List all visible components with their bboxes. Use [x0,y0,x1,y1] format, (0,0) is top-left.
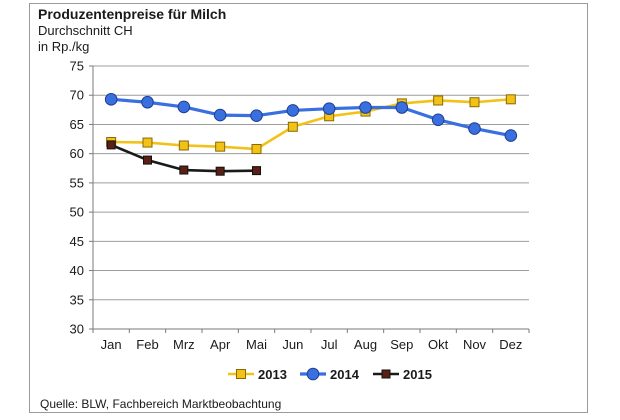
legend-marker-2015 [381,369,391,379]
data-point-2014-Jan [104,93,118,106]
data-point-2014-Okt [431,113,445,127]
x-tick-label: Nov [463,337,487,352]
data-point-2013-Feb [142,137,153,148]
series-2014 [104,93,518,142]
y-tick-label: 35 [70,292,84,307]
data-point-2013-Jun [287,121,298,132]
chart-subtitle: Durchschnitt CH [38,23,133,38]
y-tick-label: 75 [70,59,84,74]
legend-item-2013: 2013 [228,367,287,382]
data-point-2013-Okt [433,95,444,106]
data-point-2015-Jan [106,140,116,150]
y-axis-ticks: 30 35 40 45 50 55 60 65 70 75 [70,59,84,337]
y-tick-label: 40 [70,263,84,278]
data-point-2014-Mai [250,109,263,122]
y-tick-label: 70 [70,88,84,103]
chart-frame [29,3,588,413]
series-group [104,93,518,176]
y-tick-label: 30 [70,322,84,337]
legend-label: 2014 [330,367,360,382]
legend-marker-2013 [236,369,246,379]
x-tick-label: Feb [136,337,158,352]
x-tick-label: Jul [321,337,338,352]
x-tick-label: Okt [428,337,449,352]
y-tick-label: 55 [70,175,84,190]
y-axis-unit-label: in Rp./kg [38,39,90,54]
x-tick-label: Jun [282,337,303,352]
data-point-2014-Sep [395,101,409,114]
data-point-2014-Jul [322,102,336,115]
x-tick-label: Mai [246,337,267,352]
source-note: Quelle: BLW, Fachbereich Marktbeobachtun… [40,397,282,411]
y-tick-label: 50 [70,205,84,220]
series-line-2014 [111,97,512,138]
data-point-2013-Dez [505,94,516,105]
x-tick-label: Sep [390,337,413,352]
legend-item-2015: 2015 [373,367,432,382]
data-point-2014-Dez [504,129,518,142]
y-tick-label: 65 [70,117,84,132]
grid-lines [89,65,530,333]
legend: 2013 2014 2015 [228,367,432,382]
data-point-2014-Nov [468,122,481,135]
legend-label: 2013 [258,367,287,382]
data-point-2014-Apr [213,108,227,122]
x-tick-label: Apr [210,337,231,352]
x-tick-label: Mrz [173,337,195,352]
series-2015 [106,140,261,176]
data-point-2015-Feb [143,155,152,165]
data-point-2014-Mrz [177,100,191,114]
x-tick-label: Dez [499,337,522,352]
x-tick-label: Jan [101,337,122,352]
data-point-2015-Mai [252,166,261,176]
y-tick-label: 45 [70,234,84,249]
data-point-2013-Apr [215,141,226,152]
y-tick-label: 60 [70,146,84,161]
legend-item-2014: 2014 [300,367,360,382]
data-point-2015-Apr [215,166,225,176]
data-point-2013-Nov [469,97,480,108]
data-point-2014-Jun [286,104,300,117]
x-axis-ticks: Jan Feb Mrz Apr Mai Jun Jul Aug Sep Okt Nov Dez [101,337,523,352]
data-point-2014-Feb [141,95,154,109]
legend-marker-2014 [306,367,320,381]
chart-title: Produzentenpreise für Milch [38,6,227,22]
data-point-2013-Mai [251,143,262,154]
legend-label: 2015 [403,367,432,382]
data-point-2015-Mrz [179,165,189,175]
x-tick-label: Aug [354,337,377,352]
data-point-2014-Aug [359,101,372,114]
data-point-2013-Mrz [178,140,189,151]
series-line-2013 [111,98,511,151]
series-2013 [106,94,516,154]
